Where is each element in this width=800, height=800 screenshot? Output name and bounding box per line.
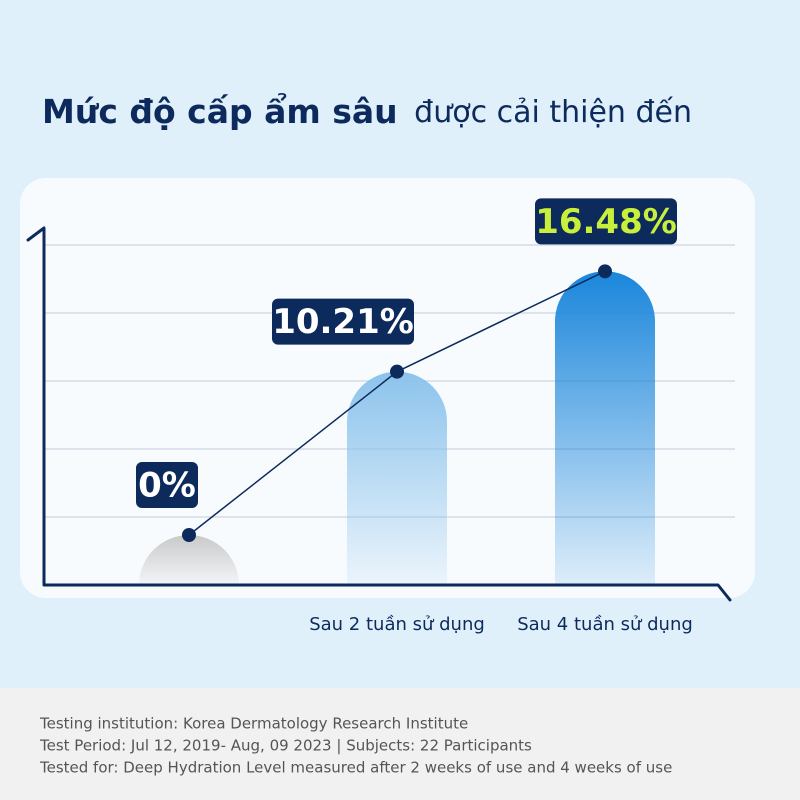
value-label: 16.48% bbox=[535, 202, 677, 242]
overlay: 0% 10.21% Sau 2 tuần sử dụng 16.48% Sau 4 tu… bbox=[136, 198, 693, 635]
bar bbox=[555, 271, 655, 585]
value-label: 10.21% bbox=[272, 302, 414, 342]
value-label-box bbox=[535, 198, 677, 245]
point bbox=[390, 364, 404, 379]
footnote: Testing institution: Korea Dermatology R… bbox=[39, 715, 468, 733]
bar bbox=[139, 535, 239, 585]
x-tick-label: Sau 2 tuần sử dụng bbox=[309, 614, 485, 635]
axes bbox=[26, 226, 732, 602]
point bbox=[182, 528, 196, 542]
value-label-box bbox=[272, 298, 414, 345]
bar bbox=[347, 371, 447, 585]
title-rest: được cải thiện đến bbox=[414, 95, 692, 130]
value-label: 0% bbox=[138, 466, 196, 506]
x-tick-label: Sau 4 tuần sử dụng bbox=[517, 614, 693, 635]
chart-title: Mức độ cấp ẩm sâu được cải thiện đến bbox=[42, 91, 692, 131]
title-bold: Mức độ cấp ẩm sâu bbox=[42, 91, 398, 131]
footnote: Test Period: Jul 12, 2019- Aug, 09 2023 … bbox=[39, 737, 532, 755]
footer-background bbox=[0, 688, 800, 800]
point bbox=[598, 264, 612, 279]
bars bbox=[139, 271, 655, 585]
footnote: Tested for: Deep Hydration Level measure… bbox=[39, 759, 672, 777]
value-label-box bbox=[136, 462, 198, 508]
